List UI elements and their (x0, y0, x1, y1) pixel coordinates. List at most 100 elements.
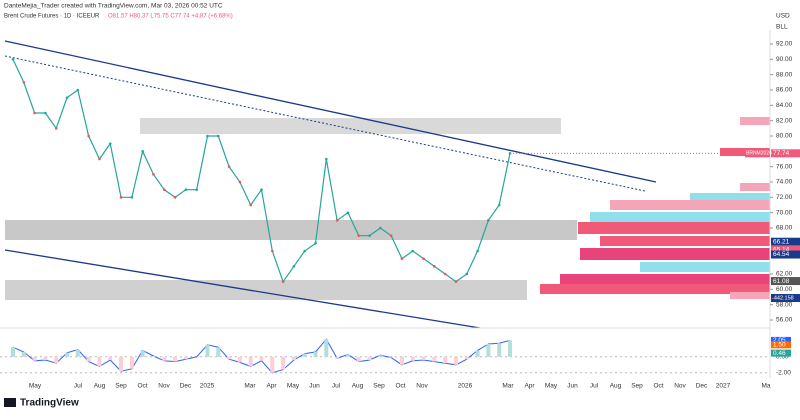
price-point (454, 280, 458, 283)
vp-bar (640, 262, 770, 272)
price-tag-label: 64.54 (773, 251, 790, 258)
macd-bar (486, 344, 491, 357)
header: DanteMejia_Trader created with TradingVi… (4, 3, 223, 10)
x-tick-label: May (287, 383, 300, 390)
price-point (433, 265, 436, 268)
price-point (368, 234, 371, 237)
x-tick-label: Oct (653, 383, 663, 390)
y-tick-label: 72.00 (776, 194, 793, 201)
price-point (227, 165, 231, 168)
x-tick-label: Sep (115, 383, 127, 390)
price-point (206, 134, 209, 138)
vp-bar (740, 183, 770, 191)
x-tick-label: Ma (761, 383, 770, 390)
macd-bar (335, 356, 340, 359)
x-tick-label: Dec (180, 383, 192, 390)
x-tick-label: Sep (373, 383, 385, 390)
x-tick-label: Apr (524, 383, 535, 390)
price-point (443, 272, 447, 276)
macd-bar (227, 356, 232, 360)
x-tick-label: Jul (74, 383, 83, 390)
macd-bar (443, 356, 448, 364)
osc-tag-label: 0.46 (773, 350, 786, 357)
macd-bar (367, 356, 372, 360)
volume-tag (771, 294, 800, 302)
price-point (238, 180, 242, 184)
macd-bar (43, 356, 48, 360)
macd-bar (183, 356, 188, 360)
x-tick-label: Jun (309, 383, 320, 390)
macd-bar (497, 343, 502, 357)
macd-bar (378, 355, 383, 357)
y-tick-label: 88.00 (776, 71, 793, 78)
price-tag-label: 61.08 (773, 278, 790, 285)
macd-bar (119, 356, 124, 372)
macd-bar (237, 356, 242, 363)
osc-tick-label: -2.00 (776, 370, 791, 377)
price-tag-label: 66.21 (773, 238, 790, 245)
y-tick-label: 86.00 (776, 87, 793, 94)
price-point (98, 157, 101, 161)
x-tick-label: Aug (352, 383, 364, 390)
price-point (11, 58, 15, 61)
price-point (357, 234, 361, 237)
price-point (303, 249, 307, 253)
price-point (44, 111, 47, 115)
macd-bar (11, 347, 15, 357)
price-point (141, 150, 144, 153)
y-tick-label: 92.00 (776, 41, 793, 48)
x-tick-label: Jul (332, 383, 341, 390)
y-tick-label: 90.00 (776, 56, 793, 63)
price-point (379, 226, 382, 230)
price-tag (771, 250, 800, 259)
price-point (389, 234, 393, 237)
x-tick-label: Jun (567, 383, 578, 390)
y-tick-label: 76.00 (776, 163, 793, 170)
macd-bar (345, 354, 350, 357)
macd-bar (108, 356, 113, 360)
x-tick-label: Nov (674, 383, 686, 390)
osc-tick-label: 0.00 (776, 354, 789, 361)
vp-bar (560, 274, 770, 284)
price-point (335, 219, 339, 222)
macd-bar (54, 356, 59, 364)
trend-line (4, 40, 657, 183)
macd-bar (97, 356, 102, 367)
price-point (184, 188, 188, 191)
vp-bar (730, 292, 770, 299)
ohlc: O81.57 H80.37 L75.75 C77.74 +4.87 (+6.68… (108, 14, 233, 20)
price-tag (771, 277, 800, 286)
zone (5, 220, 577, 240)
price-point (87, 134, 90, 138)
osc-tag (771, 349, 791, 357)
x-tick-label: 2027 (716, 383, 731, 390)
trend-line (4, 249, 481, 329)
price-point (119, 196, 123, 199)
x-tick-label: May (29, 383, 42, 390)
price-point (216, 134, 220, 138)
osc-tag (771, 341, 791, 349)
price-point (22, 81, 26, 84)
trend-line (4, 55, 646, 192)
macd-bar (356, 356, 361, 362)
macd-bar (129, 356, 134, 369)
price-tag (771, 245, 800, 254)
unit: BLL (776, 24, 788, 31)
price-point (325, 157, 328, 161)
x-tick-label: Jul (590, 383, 599, 390)
macd-bar (399, 356, 404, 365)
x-tick-label: Oct (137, 383, 147, 390)
vp-bar (740, 117, 770, 125)
symbol-tag (745, 149, 770, 158)
price-point (476, 249, 479, 253)
macd-bar (140, 350, 145, 357)
zone (140, 118, 561, 134)
price-point (76, 88, 80, 92)
price-point (271, 249, 274, 253)
macd-bar (162, 356, 167, 361)
price-point (173, 196, 177, 199)
macd-bar (464, 356, 469, 360)
macd-bar (291, 356, 296, 360)
macd-bar (313, 352, 318, 357)
